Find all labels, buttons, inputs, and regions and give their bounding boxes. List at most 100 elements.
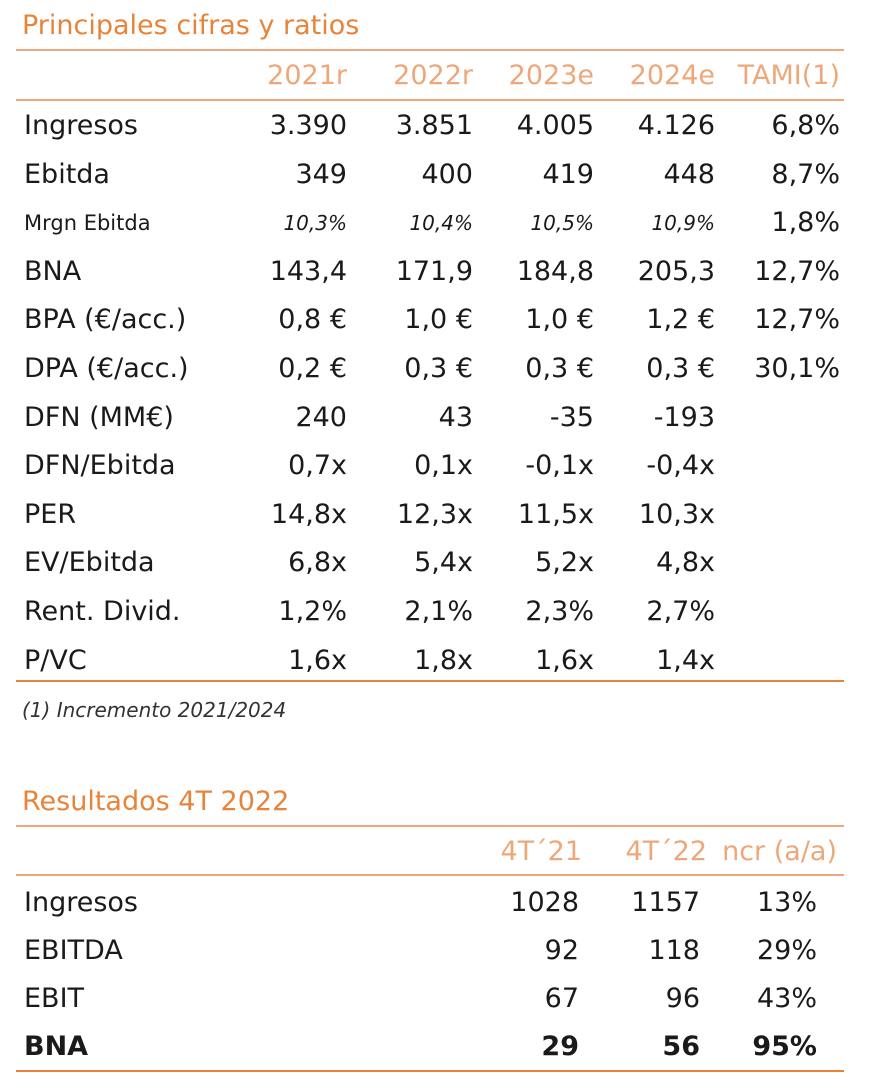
row-label: Rent. Divid. [24,596,181,627]
table-row: BNA 29 56 95% [0,1023,870,1071]
table2-header-ncr: ncr (a/a) [722,836,837,867]
row-label: DFN/Ebitda [24,450,176,482]
row-label: BNA [24,255,82,287]
cell-2023e: 11,5x [517,498,594,530]
table2-header-4t21: 4T´21 [500,836,582,867]
cell-2022r: 3.851 [395,110,473,141]
cell-2024e: 1,4x [656,644,715,676]
cell-2022r: 43 [438,401,473,433]
cell-ncr: 29% [756,935,817,966]
cell-tami: 12,7% [754,255,840,287]
table-row: Rent. Divid. 1,2% 2,1% 2,3% 2,7% [0,588,870,636]
cell-tami: 1,8% [771,207,840,239]
row-label: DFN (MM€) [24,401,174,433]
cell-2021r: 0,2 € [278,353,347,384]
cell-2023e: 5,2x [535,547,594,579]
table1-title: Principales cifras y ratios [22,10,360,41]
cell-2023e: 1,0 € [525,304,594,336]
cell-tami: 6,8% [771,110,840,141]
table-row: BPA (€/acc.) 0,8 € 1,0 € 1,0 € 1,2 € 12,7% [0,296,870,344]
cell-2021r: 3.390 [269,110,347,141]
row-label: Mrgn Ebitda [24,211,151,236]
table2-header-4t22: 4T´22 [625,836,707,867]
cell-2024e: 1,2 € [646,304,715,336]
cell-2021r: 143,4 [269,255,347,287]
row-label: Ingresos [24,887,138,918]
cell-4t22: 1157 [631,887,700,918]
table2-header-row: 4T´21 4T´22 ncr (a/a) [0,828,870,876]
cell-2024e: 0,3 € [646,353,715,384]
cell-ncr: 95% [752,1031,817,1062]
row-label: PER [24,498,77,530]
cell-2021r: 6,8x [288,547,347,579]
table-row: Ingresos 3.390 3.851 4.005 4.126 6,8% [0,102,870,150]
cell-2022r: 0,3 € [404,353,473,384]
cell-2021r: 349 [295,158,347,190]
cell-tami: 12,7% [754,304,840,336]
cell-tami: 30,1% [754,353,840,384]
table2-bottom-rule [16,1070,844,1072]
table1-header-2021r: 2021r [267,60,347,91]
table-row: EBIT 67 96 43% [0,975,870,1023]
table-row: DFN/Ebitda 0,7x 0,1x -0,1x -0,4x [0,442,870,490]
cell-4t22: 118 [648,935,700,966]
cell-2021r: 240 [295,401,347,433]
table-row: P/VC 1,6x 1,8x 1,6x 1,4x [0,637,870,685]
cell-2022r: 2,1% [404,596,473,627]
cell-2023e: 0,3 € [525,353,594,384]
table1-header-2022r: 2022r [393,60,473,91]
cell-2022r: 5,4x [414,547,473,579]
cell-2023e: 4.005 [516,110,594,141]
cell-4t21: 92 [544,935,579,966]
table1-header-2023e: 2023e [508,60,594,91]
row-label: BPA (€/acc.) [24,304,187,336]
cell-2022r: 1,8x [414,644,473,676]
cell-4t21: 67 [544,983,579,1014]
cell-2021r: 0,7x [288,450,347,482]
row-label: DPA (€/acc.) [24,353,189,384]
cell-2023e: -0,1x [525,450,594,482]
cell-2024e: 2,7% [646,596,715,627]
row-label: Ebitda [24,158,110,190]
row-label: Ingresos [24,110,138,141]
table-row: BNA 143,4 171,9 184,8 205,3 12,7% [0,248,870,296]
row-label: EBITDA [24,935,123,966]
cell-2023e: 10,5% [530,211,594,236]
cell-2024e: -193 [653,401,715,433]
table1-header-tami: TAMI(1) [737,60,840,91]
cell-2022r: 171,9 [395,255,473,287]
table1-bottom-rule [16,680,844,682]
cell-2021r: 14,8x [270,498,347,530]
cell-2023e: 184,8 [516,255,594,287]
cell-2024e: 4,8x [656,547,715,579]
cell-2023e: 419 [542,158,594,190]
cell-2024e: 205,3 [637,255,715,287]
table-row: Ebitda 349 400 419 448 8,7% [0,151,870,199]
table1-header-2024e: 2024e [629,60,715,91]
cell-4t22: 96 [665,983,700,1014]
table-row: Ingresos 1028 1157 13% [0,879,870,927]
cell-2022r: 400 [421,158,473,190]
table1-header-row: 2021r 2022r 2023e 2024e TAMI(1) [0,52,870,100]
cell-tami: 8,7% [771,158,840,190]
table1-header-rule [16,99,844,101]
cell-2021r: 10,3% [283,211,347,236]
cell-2022r: 1,0 € [404,304,473,336]
cell-4t21: 29 [541,1031,579,1062]
row-label: BNA [24,1031,89,1062]
row-label: P/VC [24,644,87,676]
cell-2022r: 12,3x [396,498,473,530]
cell-2022r: 10,4% [409,211,473,236]
row-label: EV/Ebitda [24,547,155,579]
cell-2023e: 1,6x [535,644,594,676]
cell-2022r: 0,1x [414,450,473,482]
cell-2021r: 1,2% [278,596,347,627]
table-row: DFN (MM€) 240 43 -35 -193 [0,394,870,442]
cell-ncr: 13% [756,887,817,918]
cell-2021r: 0,8 € [278,304,347,336]
cell-2024e: 448 [663,158,715,190]
table1-top-rule [16,49,844,51]
cell-4t22: 56 [662,1031,700,1062]
table-row: EV/Ebitda 6,8x 5,4x 5,2x 4,8x [0,539,870,587]
cell-4t21: 1028 [510,887,579,918]
